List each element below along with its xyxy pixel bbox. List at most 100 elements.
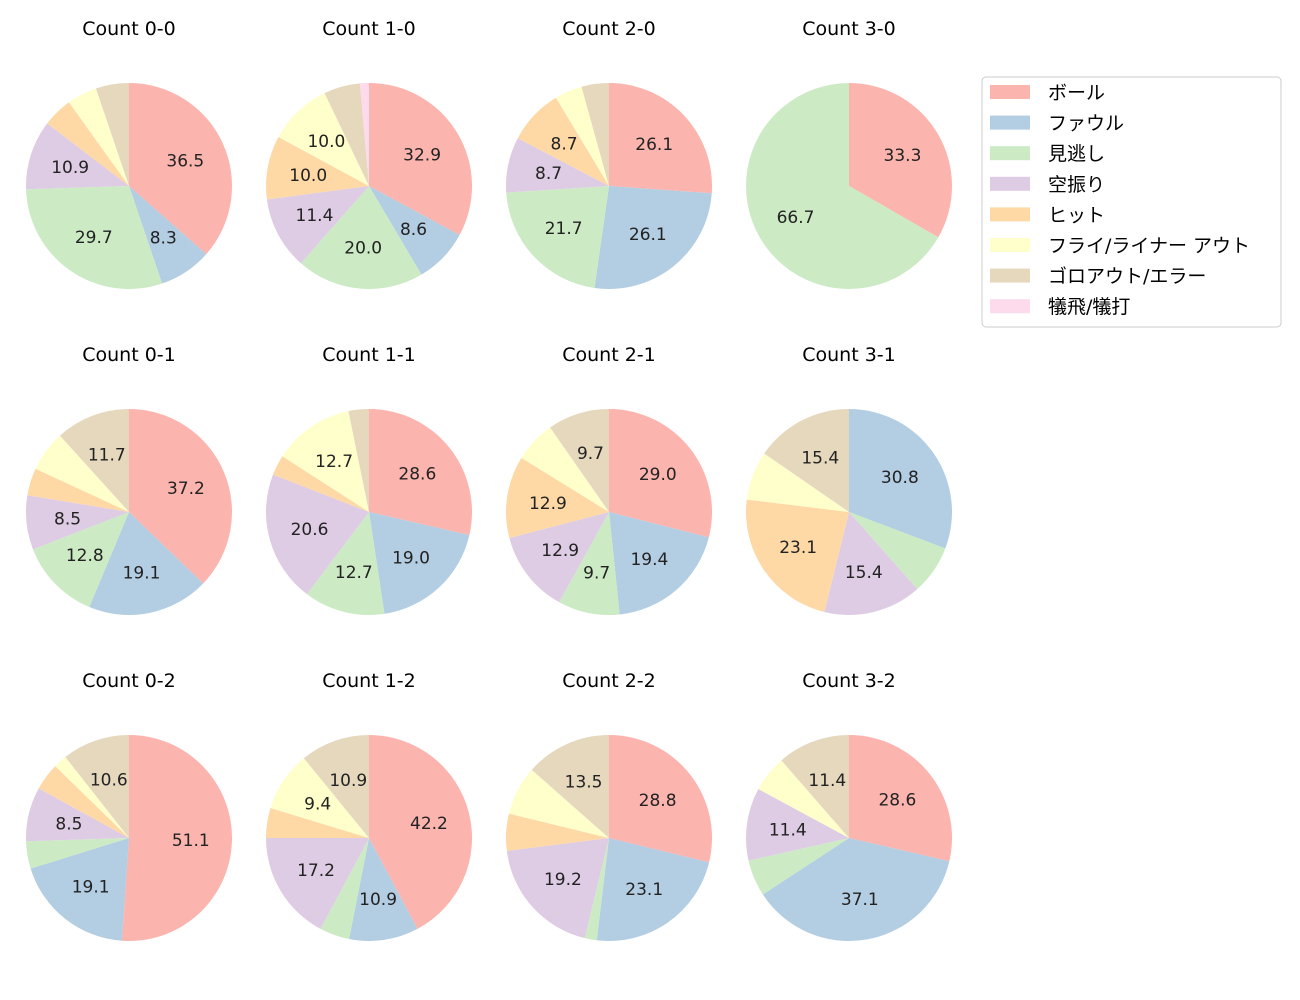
slice-label: 9.4 bbox=[304, 795, 331, 815]
slice-label: 28.8 bbox=[639, 791, 677, 811]
pie-slice bbox=[266, 838, 369, 929]
pie-slice bbox=[270, 758, 369, 838]
slice-label: 10.9 bbox=[51, 158, 89, 178]
pie-title: Count 0-1 bbox=[82, 344, 176, 366]
slice-label: 13.5 bbox=[565, 773, 603, 793]
slice-label: 12.8 bbox=[66, 546, 104, 566]
pie-title: Count 2-0 bbox=[562, 18, 656, 40]
legend-swatch bbox=[990, 146, 1030, 161]
pie-title: Count 1-2 bbox=[322, 670, 416, 692]
slice-label: 21.7 bbox=[545, 219, 583, 239]
pie-slice bbox=[282, 411, 369, 512]
pie-slice bbox=[559, 512, 620, 615]
pie-slice bbox=[129, 83, 232, 255]
slice-label: 9.7 bbox=[583, 564, 610, 584]
pie-slice bbox=[369, 512, 470, 614]
slice-label: 10.0 bbox=[307, 132, 345, 152]
pie-slice bbox=[369, 83, 473, 236]
pie-slice bbox=[748, 838, 849, 895]
pie-slice bbox=[584, 838, 609, 941]
pie-count-0-1: Count 0-1 37.2 19.1 12.8 8.5 11.7 bbox=[25, 344, 232, 615]
pie-slice bbox=[555, 86, 609, 186]
legend-swatch bbox=[990, 238, 1030, 252]
pie-count-3-2: Count 3-2 28.6 37.1 11.4 11.4 bbox=[746, 670, 952, 941]
slice-label: 29.7 bbox=[75, 228, 113, 248]
slice-label: 11.4 bbox=[808, 771, 846, 791]
slice-label: 12.7 bbox=[315, 452, 353, 472]
slice-label: 37.2 bbox=[167, 479, 205, 499]
slice-label: 12.9 bbox=[529, 494, 567, 514]
slice-label: 12.7 bbox=[335, 563, 373, 583]
pie-slice bbox=[359, 83, 369, 186]
pie-slice bbox=[758, 760, 849, 838]
pie-slice bbox=[26, 123, 130, 190]
pie-slice bbox=[531, 735, 609, 838]
pie-slice bbox=[506, 186, 609, 288]
pie-slice bbox=[609, 512, 709, 615]
slice-label: 8.7 bbox=[535, 164, 562, 184]
pie-slice bbox=[320, 838, 369, 940]
slice-label: 17.2 bbox=[297, 861, 335, 881]
pie-slice bbox=[266, 808, 369, 838]
pie-slice bbox=[35, 435, 129, 512]
pie-slice bbox=[764, 409, 849, 512]
pie-slice bbox=[594, 186, 712, 289]
pie-slice bbox=[59, 409, 129, 512]
pie-slice bbox=[266, 136, 369, 200]
slice-label: 42.2 bbox=[410, 814, 448, 834]
pie-count-1-1: Count 1-1 28.6 19.0 12.7 20.6 12.7 bbox=[266, 344, 473, 615]
pie-slice bbox=[30, 838, 129, 941]
pie-title: Count 3-1 bbox=[802, 344, 896, 366]
pie-title: Count 2-1 bbox=[562, 344, 656, 366]
slice-label: 28.6 bbox=[398, 465, 436, 485]
pie-slice bbox=[781, 735, 849, 838]
slice-label: 51.1 bbox=[172, 831, 210, 851]
legend-label: フライ/ライナー アウト bbox=[1048, 235, 1250, 257]
slice-label: 12.9 bbox=[541, 541, 579, 561]
pie-slice bbox=[521, 427, 609, 512]
pie-slice bbox=[26, 186, 163, 289]
pie-slice bbox=[369, 186, 460, 275]
slice-label: 10.0 bbox=[289, 166, 327, 186]
slice-label: 8.7 bbox=[551, 135, 578, 155]
pie-slice bbox=[26, 788, 130, 842]
pie-slice bbox=[266, 474, 369, 595]
pie-slice bbox=[303, 735, 369, 838]
pie-slice bbox=[89, 512, 204, 615]
legend-label: ボール bbox=[1048, 82, 1105, 104]
pie-slice bbox=[324, 83, 369, 186]
slice-label: 15.4 bbox=[801, 448, 839, 468]
pie-count-3-1: Count 3-1 30.8 15.4 23.1 15.4 bbox=[745, 344, 953, 615]
pie-slice bbox=[508, 769, 609, 838]
pie-slice bbox=[506, 138, 609, 193]
pie-count-2-0: Count 2-0 26.1 26.1 21.7 8.7 8.7 bbox=[506, 18, 712, 289]
pie-slice bbox=[26, 838, 129, 869]
pie-count-2-2: Count 2-2 28.8 23.1 19.2 13.5 bbox=[506, 670, 712, 941]
slice-label: 19.1 bbox=[72, 877, 110, 897]
slice-label: 15.4 bbox=[845, 563, 883, 583]
pie-count-2-1: Count 2-129.019.49.712.912.99.7 bbox=[506, 344, 712, 615]
pie-slice bbox=[129, 186, 207, 284]
slice-label: 36.5 bbox=[166, 152, 204, 172]
pie-slice bbox=[849, 409, 953, 549]
slice-label: 8.6 bbox=[400, 220, 427, 240]
slice-label: 23.1 bbox=[779, 538, 817, 558]
pie-count-1-2: Count 1-2 42.2 10.9 17.2 9.4 10.9 bbox=[266, 670, 472, 941]
pie-slice bbox=[369, 409, 473, 536]
legend-swatch bbox=[990, 268, 1030, 283]
slice-label: 23.1 bbox=[625, 880, 663, 900]
legend-label: ゴロアウト/エラー bbox=[1048, 266, 1206, 288]
pie-slice bbox=[506, 813, 609, 851]
slice-label: 8.5 bbox=[54, 509, 81, 529]
slice-label: 8.5 bbox=[55, 815, 82, 835]
pie-slice bbox=[300, 186, 422, 289]
pie-slice bbox=[121, 735, 232, 941]
pie-slice bbox=[369, 735, 472, 929]
pie-slice bbox=[38, 766, 129, 838]
pie-slice bbox=[849, 512, 946, 590]
legend-swatch bbox=[990, 299, 1030, 314]
legend-swatch bbox=[990, 85, 1030, 99]
legend-label: 犠飛/犠打 bbox=[1048, 296, 1130, 318]
slice-label: 19.0 bbox=[392, 548, 430, 568]
